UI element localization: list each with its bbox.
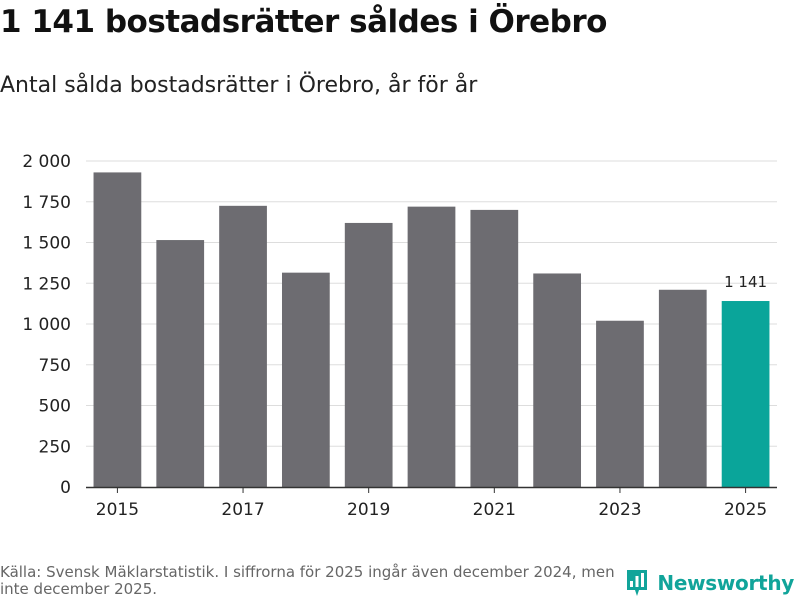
y-tick-label: 1 500 bbox=[22, 234, 71, 254]
y-tick-label: 1 750 bbox=[22, 193, 71, 213]
bar-chart: 0 250 500 750 1 000 1 250 1 500 1 750 2 000 2015 2… bbox=[22, 152, 777, 520]
x-tick-label: 2021 bbox=[473, 500, 516, 520]
bar-2023 bbox=[596, 320, 644, 487]
source-note: Källa: Svensk Mäklarstatistik. I siffror… bbox=[0, 563, 615, 598]
y-tick-label: 500 bbox=[39, 397, 71, 417]
x-tick-label: 2015 bbox=[96, 500, 139, 520]
y-tick-label: 0 bbox=[60, 478, 71, 498]
x-tick-label: 2023 bbox=[598, 500, 641, 520]
brand-logo: Newsworthy bbox=[625, 568, 794, 598]
bar-2019 bbox=[344, 222, 393, 487]
bars bbox=[93, 172, 770, 487]
y-tick-label: 250 bbox=[39, 437, 71, 457]
bar-2016 bbox=[156, 240, 205, 487]
x-tick-label: 2025 bbox=[724, 500, 767, 520]
y-tick-label: 1 000 bbox=[22, 315, 71, 335]
chart-subtitle: Antal sålda bostadsrätter i Örebro, år f… bbox=[0, 73, 478, 98]
chart-title: 1 141 bostadsrätter såldes i Örebro bbox=[0, 4, 607, 40]
newsworthy-logo-icon bbox=[627, 570, 648, 596]
axes: 0 250 500 750 1 000 1 250 1 500 1 750 2 000 2015 2… bbox=[22, 152, 777, 520]
bar-2017 bbox=[219, 205, 267, 487]
x-tick-label: 2017 bbox=[221, 500, 264, 520]
y-tick-label: 1 250 bbox=[22, 274, 71, 294]
data-labels: 1 141 bbox=[724, 273, 767, 291]
bar-2020 bbox=[407, 206, 456, 487]
y-tick-label: 750 bbox=[39, 356, 71, 376]
bar-2021 bbox=[470, 209, 519, 487]
bar-2022 bbox=[533, 273, 582, 487]
y-tick-label: 2 000 bbox=[22, 152, 71, 172]
bar-2025 bbox=[721, 301, 770, 487]
bar-2018 bbox=[281, 272, 330, 487]
bar-2015 bbox=[93, 172, 142, 487]
bar-2024 bbox=[658, 289, 707, 487]
data-label: 1 141 bbox=[724, 273, 767, 291]
x-tick-label: 2019 bbox=[347, 500, 390, 520]
brand-name: Newsworthy bbox=[657, 571, 794, 595]
